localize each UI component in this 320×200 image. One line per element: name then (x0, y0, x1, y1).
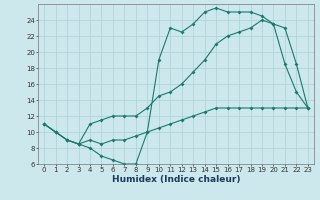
X-axis label: Humidex (Indice chaleur): Humidex (Indice chaleur) (112, 175, 240, 184)
